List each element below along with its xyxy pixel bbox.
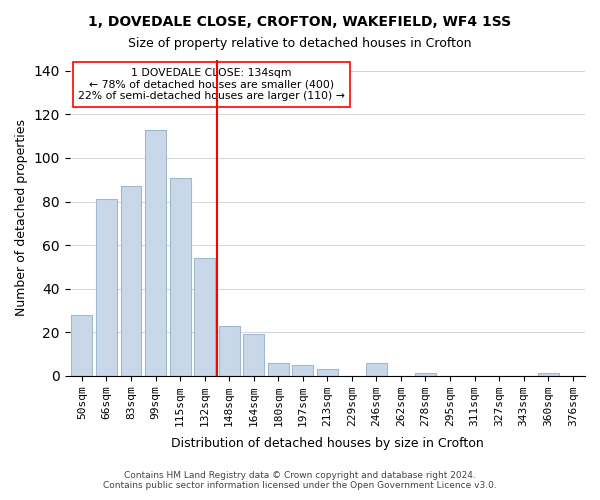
Text: 1, DOVEDALE CLOSE, CROFTON, WAKEFIELD, WF4 1SS: 1, DOVEDALE CLOSE, CROFTON, WAKEFIELD, W… bbox=[88, 15, 512, 29]
Text: Contains HM Land Registry data © Crown copyright and database right 2024.
Contai: Contains HM Land Registry data © Crown c… bbox=[103, 470, 497, 490]
Bar bbox=[219, 326, 239, 376]
Bar bbox=[170, 178, 191, 376]
Bar bbox=[292, 365, 313, 376]
Bar bbox=[121, 186, 142, 376]
Bar bbox=[317, 369, 338, 376]
Y-axis label: Number of detached properties: Number of detached properties bbox=[15, 120, 28, 316]
Bar bbox=[538, 374, 559, 376]
Bar bbox=[366, 362, 387, 376]
Bar bbox=[96, 200, 117, 376]
Bar bbox=[194, 258, 215, 376]
Bar bbox=[71, 314, 92, 376]
Bar bbox=[243, 334, 264, 376]
Text: 1 DOVEDALE CLOSE: 134sqm
← 78% of detached houses are smaller (400)
22% of semi-: 1 DOVEDALE CLOSE: 134sqm ← 78% of detach… bbox=[78, 68, 345, 101]
Bar bbox=[145, 130, 166, 376]
X-axis label: Distribution of detached houses by size in Crofton: Distribution of detached houses by size … bbox=[171, 437, 484, 450]
Bar bbox=[268, 362, 289, 376]
Text: Size of property relative to detached houses in Crofton: Size of property relative to detached ho… bbox=[128, 38, 472, 51]
Bar bbox=[415, 374, 436, 376]
